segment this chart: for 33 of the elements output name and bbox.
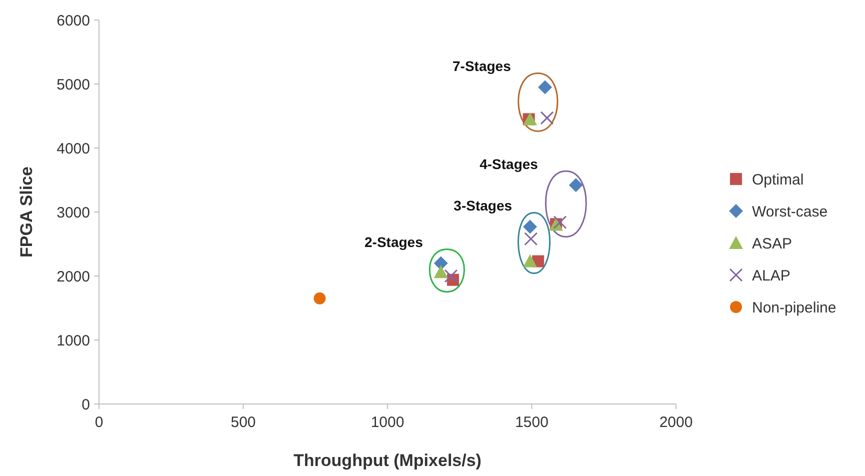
point	[568, 178, 583, 192]
y-tick-label: 3000	[56, 204, 90, 222]
point	[523, 220, 538, 234]
annotation: 7-Stages	[452, 58, 512, 74]
legend-label: ASAP	[752, 235, 792, 252]
point	[523, 254, 538, 268]
legend-label: Non-pipeline	[752, 299, 836, 316]
point	[523, 112, 538, 126]
y-tick-label: 5000	[56, 76, 90, 94]
x-tick-label: 1000	[370, 414, 404, 431]
legend-label: Optimal	[752, 171, 804, 188]
x-tick-label: 0	[94, 414, 104, 431]
annotation: 3-Stages	[454, 198, 512, 214]
point	[434, 256, 448, 270]
annotation: 2-Stages	[364, 234, 424, 250]
y-tick-label: 2000	[56, 268, 90, 286]
x-tick-label: 500	[230, 414, 256, 431]
point	[538, 80, 552, 94]
point	[553, 215, 567, 229]
y-tick-label: 0	[82, 396, 90, 414]
annotation: 4-Stages	[480, 156, 538, 172]
point	[540, 111, 554, 125]
legend-label: Worst-case	[752, 203, 828, 220]
y-tick-label: 1000	[56, 332, 90, 350]
x-tick-label: 1500	[515, 414, 548, 431]
point	[314, 292, 326, 304]
y-tick-label: 4000	[56, 140, 90, 158]
point	[524, 232, 538, 246]
y-axis-title: FPGA Slice	[17, 166, 36, 258]
x-tick-label: 2000	[659, 414, 693, 431]
legend-label: ALAP	[752, 267, 790, 284]
x-axis-title: Throughput (Mpixels/s)	[294, 451, 482, 470]
y-tick-label: 6000	[56, 12, 90, 30]
